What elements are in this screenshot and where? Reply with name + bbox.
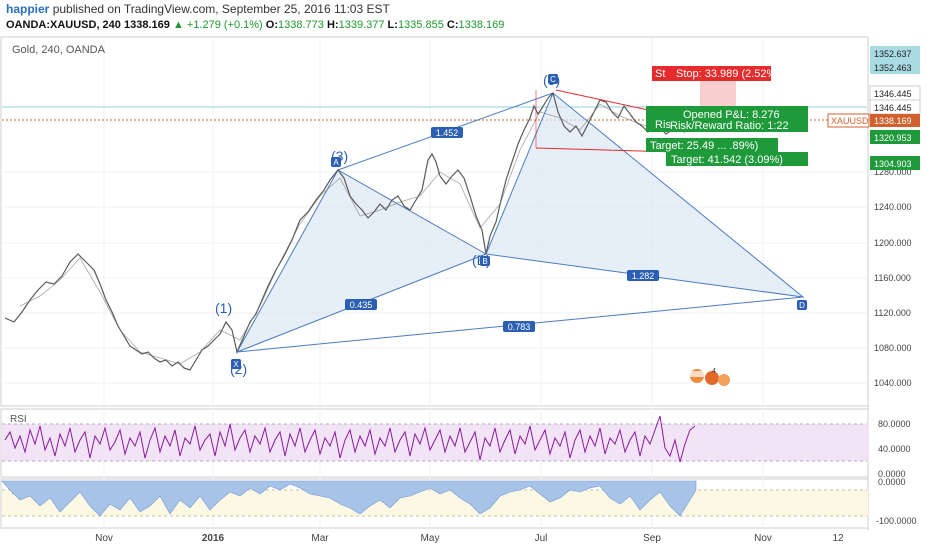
current-symbol-label: XAUUSD	[827, 113, 870, 128]
time-tick-2016: 2016	[202, 533, 225, 544]
svg-text:1352.637: 1352.637	[874, 49, 912, 59]
pattern-point-d[interactable]: D	[797, 300, 807, 310]
williams-axis: 0.0000 -100.0000	[876, 477, 917, 526]
rsi-tick-0: 0.0000	[878, 469, 906, 479]
price-tick-1120: 1120.000	[874, 308, 911, 318]
svg-text:1338.169: 1338.169	[874, 116, 912, 126]
svg-text:Stop: 33.989 (2.52%): Stop: 33.989 (2.52%)	[676, 68, 780, 80]
low-value: 1335.855	[397, 19, 444, 31]
pattern-point-x[interactable]: X	[231, 359, 241, 369]
publisher-username[interactable]: happier	[6, 2, 50, 16]
rsi-label: RSI	[10, 414, 27, 425]
ratio-label-xb[interactable]: 0.435	[345, 299, 377, 310]
ratio-label-ac[interactable]: 1.452	[431, 127, 463, 138]
time-tick-nov-2015: Nov	[95, 533, 113, 544]
main-pane[interactable]	[0, 36, 869, 407]
low-label: L:	[387, 19, 398, 31]
time-tick-jul: Jul	[535, 533, 548, 544]
price-change: +1.279 (+0.1%)	[186, 19, 263, 31]
rsi-axis: 80.0000 40.0000 0.0000	[878, 419, 911, 479]
price-tick-1040: 1040.000	[874, 378, 912, 388]
svg-text:0.783: 0.783	[508, 322, 531, 332]
price-label-1320: 1320.953	[870, 130, 920, 144]
svg-text:X: X	[233, 360, 239, 369]
rsi-tick-80: 80.0000	[878, 419, 911, 429]
pattern-point-a[interactable]: A	[331, 157, 341, 167]
chart-legend: Gold, 240, OANDA	[12, 44, 106, 56]
price-label-1304: 1304.903	[870, 156, 920, 170]
svg-text:B: B	[482, 257, 487, 266]
svg-text:1304.903: 1304.903	[874, 159, 912, 169]
high-label: H:	[326, 19, 339, 31]
rsi-band	[2, 424, 868, 461]
price-label-1352a: 1352.637	[870, 46, 920, 60]
svg-text:A: A	[333, 158, 339, 167]
price-tick-1280: 1280.000	[874, 167, 912, 177]
high-value: 1339.377	[338, 19, 385, 31]
target-label-2[interactable]: Target: 41.542 (3.09%)	[666, 152, 808, 166]
price-tick-1240: 1240.000	[874, 202, 912, 212]
williams-tick-100: -100.0000	[876, 516, 917, 526]
svg-text:Target: 25.49 ... .89%): Target: 25.49 ... .89%)	[650, 140, 758, 152]
price-label-1346b: 1346.445	[869, 99, 921, 115]
rsi-tick-40: 40.0000	[878, 444, 911, 454]
time-tick-may: May	[421, 533, 440, 544]
publish-info: published on TradingView.com, September …	[52, 2, 390, 16]
pattern-point-c[interactable]: C	[548, 74, 558, 84]
svg-text:1346.445: 1346.445	[874, 103, 912, 113]
up-arrow-icon: ▲	[172, 19, 184, 31]
chart-area[interactable]: Gold, 240, OANDA (1) (2) (3) (B) (5) X A…	[0, 34, 932, 550]
open-label: O:	[265, 19, 279, 31]
pattern-point-b[interactable]: B	[480, 256, 490, 266]
time-tick-mar: Mar	[311, 533, 329, 544]
price-tick-1080: 1080.000	[874, 343, 912, 353]
economic-event-flags[interactable]: 4	[690, 368, 730, 386]
close-value: 1338.169	[458, 19, 505, 31]
last-price: 1338.169	[123, 19, 170, 31]
svg-text:1.452: 1.452	[436, 128, 459, 138]
symbol-bar: OANDA:XAUUSD, 240 1338.169 ▲ +1.279 (+0.…	[0, 17, 932, 33]
price-label-1346a: 1346.445	[869, 85, 921, 101]
svg-text:1.282: 1.282	[632, 271, 655, 281]
close-label: C:	[446, 19, 459, 31]
price-axis[interactable]: 1280.000 1240.000 1200.000 1160.000 1120…	[874, 167, 912, 388]
price-tick-1160: 1160.000	[874, 273, 911, 283]
svg-text:Target: 41.542 (3.09%): Target: 41.542 (3.09%)	[671, 154, 783, 166]
ratio-label-xd[interactable]: 0.783	[503, 321, 535, 332]
current-price-label: 1338.169	[870, 114, 920, 127]
price-series-shadow	[19, 103, 696, 365]
stop-label[interactable]: St Stop: 33.989 (2.52%)	[652, 66, 780, 81]
svg-text:1320.953: 1320.953	[874, 133, 912, 143]
time-axis[interactable]: Nov 2016 Mar May Jul Sep Nov 12	[95, 533, 844, 544]
stop-zone[interactable]	[700, 80, 736, 107]
ratio-label-bd[interactable]: 1.282	[627, 270, 659, 281]
williams-area	[1, 480, 697, 517]
price-series	[4, 91, 697, 371]
williams-tick-0: 0.0000	[878, 477, 906, 487]
time-tick-12: 12	[832, 533, 844, 544]
price-tick-1200: 1200.000	[874, 238, 912, 248]
svg-text:XAUUSD: XAUUSD	[831, 116, 869, 126]
svg-text:Ris: Ris	[655, 119, 671, 131]
svg-text:D: D	[799, 301, 805, 310]
symbol-name[interactable]: OANDA:XAUUSD, 240	[6, 19, 121, 31]
svg-text:1346.445: 1346.445	[874, 89, 912, 99]
pnl-box[interactable]: Ris Opened P&L: 8.276 Risk/Reward Ratio:…	[646, 106, 808, 132]
svg-text:1352.463: 1352.463	[874, 63, 912, 73]
wave-label-1: (1)	[215, 300, 232, 316]
svg-text:St: St	[655, 68, 665, 80]
svg-text:C: C	[550, 75, 556, 84]
time-tick-nov-2016: Nov	[754, 533, 772, 544]
target-label-1[interactable]: Target: 25.49 ... .89%)	[646, 138, 778, 152]
svg-text:Risk/Reward Ratio: 1:22: Risk/Reward Ratio: 1:22	[670, 120, 789, 132]
svg-text:0.435: 0.435	[350, 300, 373, 310]
svg-text:Opened P&L: 8.276: Opened P&L: 8.276	[683, 109, 780, 121]
price-label-1352b: 1352.463	[870, 60, 920, 74]
open-value: 1338.773	[278, 19, 324, 31]
svg-text:4: 4	[712, 368, 716, 375]
chart-svg[interactable]: Gold, 240, OANDA (1) (2) (3) (B) (5) X A…	[0, 34, 932, 550]
time-tick-sep: Sep	[643, 533, 661, 544]
publish-bar: happier published on TradingView.com, Se…	[0, 0, 932, 18]
rsi-line	[4, 415, 696, 463]
